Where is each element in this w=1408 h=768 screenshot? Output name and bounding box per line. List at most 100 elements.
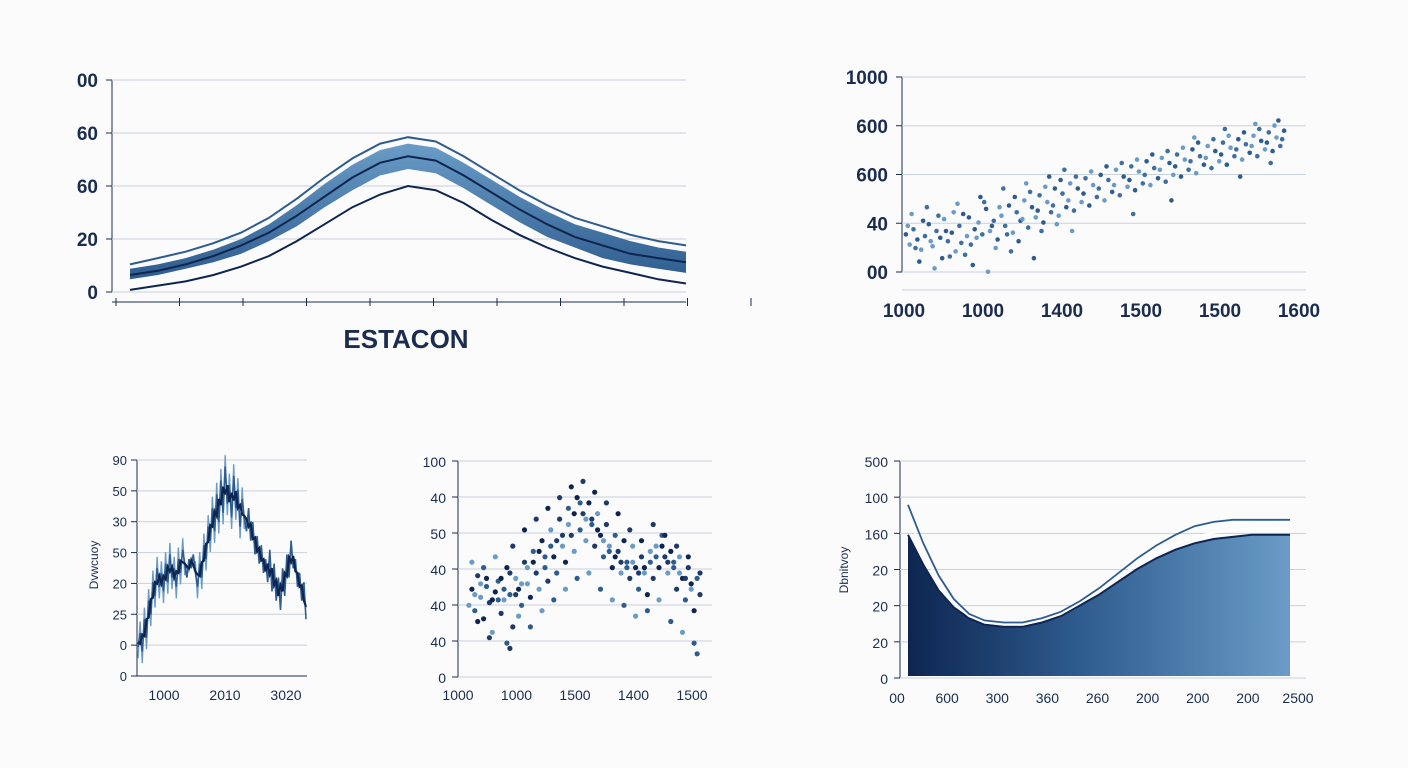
scatter-point: [1104, 164, 1109, 169]
scatter-point: [615, 511, 621, 517]
scatter-point: [968, 242, 974, 247]
scatter-point: [662, 532, 668, 538]
scatter-point: [697, 570, 703, 576]
y-tick-label: 60: [77, 177, 98, 198]
scatter-point: [997, 204, 1002, 210]
scatter-point: [559, 543, 566, 549]
y-ticks: 90 50 30 50 20 25 0 0: [113, 453, 127, 684]
scatter-point: [1109, 189, 1115, 195]
x-tick-label: 1500: [1199, 301, 1241, 322]
y-tick-label: 40: [430, 562, 446, 578]
scatter-point: [630, 559, 636, 565]
scatter-point: [1027, 189, 1033, 195]
scatter-point: [545, 578, 551, 584]
scatter-point: [644, 592, 651, 598]
scatter-point: [938, 235, 943, 241]
scatter-point: [548, 527, 554, 533]
scatter-point: [603, 521, 610, 528]
scatter-point: [600, 554, 607, 560]
scatter-point: [478, 594, 484, 600]
scatter-point: [489, 629, 495, 635]
scatter-point: [574, 495, 580, 501]
scatter-point: [949, 230, 955, 235]
scatter-point: [603, 500, 610, 506]
scatter-point: [926, 221, 932, 227]
scatter-point: [624, 565, 630, 571]
y-axis-label: Dbnitvoy: [837, 547, 851, 594]
scatter-point: [554, 570, 560, 576]
y-tick-label: 25: [113, 607, 127, 622]
scatter-point: [1172, 164, 1178, 169]
x-tick-label: 300: [986, 690, 1010, 706]
scatter-point: [934, 228, 939, 234]
x-tick-label: 1500: [1120, 301, 1162, 322]
x-tick-label: 2500: [1282, 690, 1313, 706]
scatter-point: [466, 602, 472, 608]
scatter-point: [1041, 220, 1046, 225]
scatter-point: [627, 527, 633, 533]
scatter-point: [924, 204, 930, 210]
y-tick-label: 0: [880, 671, 888, 687]
x-tick-label: 1400: [618, 687, 649, 703]
scatter-point: [656, 565, 662, 571]
y-tick-label: 40: [867, 214, 888, 235]
scatter-point: [641, 565, 648, 571]
scatter-point: [1062, 167, 1067, 173]
scatter-point: [1119, 160, 1124, 166]
center-line: [129, 155, 687, 276]
scatter-point: [609, 597, 615, 603]
scatter-point: [694, 575, 700, 582]
white-line: [907, 517, 1290, 626]
scatter-point: [903, 232, 909, 237]
scatter-point: [510, 624, 516, 630]
scatter-point: [1029, 204, 1035, 210]
scatter-point: [1090, 182, 1096, 188]
scatter-point: [521, 527, 528, 533]
scatter-point: [1234, 147, 1239, 152]
y-tick-label: 1000: [846, 68, 888, 89]
scatter-point: [991, 218, 997, 224]
scatter-point: [1201, 162, 1207, 167]
scatter-point: [1046, 174, 1052, 179]
scatter-point: [685, 554, 691, 560]
scatter-point: [1218, 152, 1224, 157]
scatter-point: [583, 538, 589, 544]
scatter-point: [583, 516, 589, 522]
scatter-point: [536, 548, 542, 555]
scatter-point: [1060, 191, 1065, 196]
scatter-point: [498, 575, 504, 582]
y-tick-label: 20: [872, 563, 888, 579]
scatter-point: [1117, 193, 1123, 198]
y-tick-label: 0: [120, 669, 127, 684]
scatter-point: [597, 586, 604, 592]
scatter-point: [1043, 184, 1048, 190]
scatter-point: [548, 543, 554, 549]
scatter-point: [1045, 199, 1050, 205]
scatter-point: [580, 478, 586, 484]
scatter-point: [656, 597, 662, 603]
scatter-point: [1098, 172, 1103, 178]
x-tick-label: 2010: [209, 687, 240, 703]
scatter-point: [519, 581, 525, 587]
scatter-point: [970, 262, 976, 268]
y-tick-label: 40: [430, 634, 446, 650]
scatter-point: [653, 554, 659, 560]
scatter-point: [551, 554, 557, 560]
scatter-point: [1039, 228, 1044, 234]
scatter-point: [913, 245, 918, 251]
y-tick-label: 600: [856, 166, 888, 187]
scatter-point: [1171, 172, 1176, 178]
scatter-point: [1016, 238, 1021, 244]
scatter-point: [615, 548, 621, 555]
scatter-point: [1182, 157, 1188, 162]
scatter-point: [1073, 174, 1079, 179]
scatter-point: [1106, 177, 1111, 183]
scatter-point: [589, 521, 595, 528]
scatter-point: [928, 238, 933, 244]
scatter-point: [674, 543, 680, 549]
scatter-point: [533, 570, 539, 576]
scatter-point: [501, 586, 507, 592]
scatter-point: [1035, 208, 1040, 213]
scatter-point: [972, 227, 977, 232]
